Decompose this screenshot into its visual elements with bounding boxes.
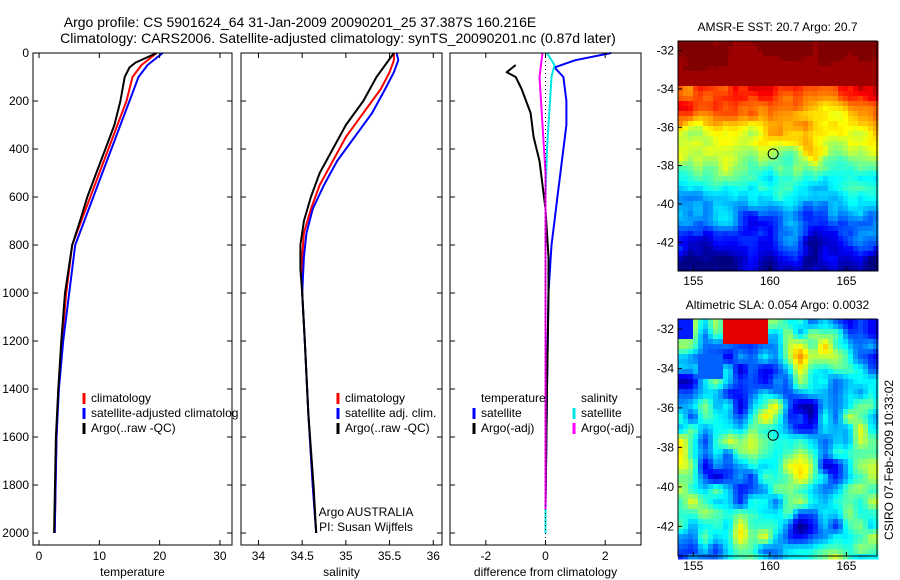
x-tick-label-salinity-1: 34.5 <box>290 549 314 563</box>
legend-group-item-0-1: Argo(-adj) <box>481 421 534 435</box>
header-line2: Climatology: CARS2006. Satellite-adjuste… <box>60 30 616 46</box>
map-y-tick-label-sla-map-5: -42 <box>657 519 675 533</box>
map-x-tick-label-sla-map-2: 165 <box>836 559 856 573</box>
map-y-tick-label-sst-map-3: -38 <box>657 159 675 173</box>
y-tick-label-8: 1600 <box>2 430 29 444</box>
y-tick-label-9: 1800 <box>2 478 29 492</box>
map-title-sla-map: Altimetric SLA: 0.054 Argo: 0.0032 <box>686 298 870 312</box>
annotation-line-1: PI: Susan Wijffels <box>319 520 413 534</box>
legend-label-legend-salinity-2: Argo(..raw -QC) <box>345 421 430 435</box>
map-y-tick-label-sla-map-0: -32 <box>657 322 675 336</box>
y-tick-label-1: 200 <box>9 94 29 108</box>
x-axis-label-difference: difference from climatology <box>474 565 617 579</box>
legend-label-legend-temperature-0: climatology <box>91 391 151 405</box>
panel-temperature: 0 10 20 30 0 200 400 600 800 1000 1200 1400 1600 1800… <box>2 46 233 579</box>
x-tick-label-temperature-3: 30 <box>213 549 227 563</box>
series-line-temperature-1 <box>53 52 164 534</box>
map-y-tick-label-sla-map-3: -38 <box>657 440 675 454</box>
legend-group-title-1: salinity <box>581 391 618 405</box>
map-x-tick-label-sla-map-0: 155 <box>683 559 703 573</box>
header-line1: Argo profile: CS 5901624_64 31-Jan-2009 … <box>64 14 537 30</box>
axes-box-salinity <box>240 52 443 546</box>
map-frame-sst-map <box>677 40 878 272</box>
map-cells-sla-map <box>678 319 879 560</box>
series-line-salinity-2 <box>299 52 395 534</box>
map-y-tick-label-sla-map-1: -34 <box>657 361 675 375</box>
x-tick-label-salinity-4: 36 <box>427 549 441 563</box>
x-tick-label-salinity-2: 35 <box>339 549 353 563</box>
y-tick-label-10: 2000 <box>2 526 29 540</box>
map-sst-map: AMSR-E SST: 20.7 Argo: 20.7 155 160 165 -32 -… <box>657 20 879 288</box>
x-tick-label-difference-2: 2 <box>602 549 609 563</box>
panel-difference: -2 0 2 difference from climatology <box>449 52 642 579</box>
x-tick-label-difference-1: 0 <box>542 549 549 563</box>
y-tick-label-7: 1400 <box>2 382 29 396</box>
map-x-tick-label-sst-map-1: 160 <box>760 274 780 288</box>
float-position-marker-sla-map <box>767 429 779 441</box>
legend-group-title-0: temperature <box>481 391 546 405</box>
x-axis-label-salinity: salinity <box>323 565 360 579</box>
map-y-tick-label-sla-map-2: -36 <box>657 401 675 415</box>
x-axis-label-temperature: temperature <box>100 565 165 579</box>
map-title-sst-map: AMSR-E SST: 20.7 Argo: 20.7 <box>697 20 857 34</box>
float-position-marker-sst-map <box>767 148 779 160</box>
series-line-difference-3 <box>538 52 547 509</box>
map-y-tick-label-sst-map-5: -42 <box>657 235 675 249</box>
legend-label-legend-temperature-1: satellite-adjusted climatolog <box>91 406 238 420</box>
map-y-tick-label-sst-map-1: -34 <box>657 82 675 96</box>
map-frame-sla-map <box>677 318 878 557</box>
y-tick-label-6: 1200 <box>2 334 29 348</box>
series-line-temperature-2 <box>53 52 158 534</box>
legend-group-item-1-1: Argo(-adj) <box>581 421 634 435</box>
map-y-tick-label-sla-map-4: -40 <box>657 480 675 494</box>
map-y-tick-label-sst-map-0: -32 <box>657 44 675 58</box>
map-x-tick-label-sst-map-2: 165 <box>836 274 856 288</box>
x-tick-label-temperature-2: 20 <box>153 549 167 563</box>
panel-salinity: 34 34.5 35 35.5 36 salinity <box>240 52 443 579</box>
x-tick-label-temperature-1: 10 <box>93 549 107 563</box>
y-tick-label-0: 0 <box>22 46 29 60</box>
y-tick-label-2: 400 <box>9 142 29 156</box>
legend-label-legend-salinity-1: satellite adj. clim. <box>345 406 436 420</box>
y-tick-label-3: 600 <box>9 190 29 204</box>
map-cells-sst-map <box>678 41 879 272</box>
series-line-difference-1 <box>505 64 550 510</box>
series-line-difference-0 <box>544 52 612 510</box>
x-tick-label-difference-0: -2 <box>480 549 491 563</box>
legend-group-item-0-0: satellite <box>481 406 522 420</box>
series-line-salinity-0 <box>301 53 395 534</box>
x-tick-label-temperature-0: 0 <box>36 549 43 563</box>
legend-label-legend-temperature-2: Argo(..raw -QC) <box>91 421 176 435</box>
legend-group-item-1-0: satellite <box>581 406 622 420</box>
axes-box-temperature <box>32 52 233 546</box>
side-credit: CSIRO 07-Feb-2009 10:33:02 <box>882 380 896 540</box>
legend-label-legend-salinity-0: climatology <box>345 391 405 405</box>
x-tick-label-salinity-3: 35.5 <box>378 549 402 563</box>
map-y-tick-label-sst-map-2: -36 <box>657 120 675 134</box>
annotation-line-0: Argo AUSTRALIA <box>319 505 414 519</box>
y-tick-label-5: 1000 <box>2 286 29 300</box>
series-line-salinity-1 <box>301 52 400 534</box>
map-x-tick-label-sst-map-0: 155 <box>683 274 703 288</box>
map-y-tick-label-sst-map-4: -40 <box>657 197 675 211</box>
y-tick-label-4: 800 <box>9 238 29 252</box>
x-tick-label-salinity-0: 34 <box>252 549 266 563</box>
map-sla-map: Altimetric SLA: 0.054 Argo: 0.0032 155 160… <box>657 298 879 573</box>
map-x-tick-label-sla-map-1: 160 <box>760 559 780 573</box>
